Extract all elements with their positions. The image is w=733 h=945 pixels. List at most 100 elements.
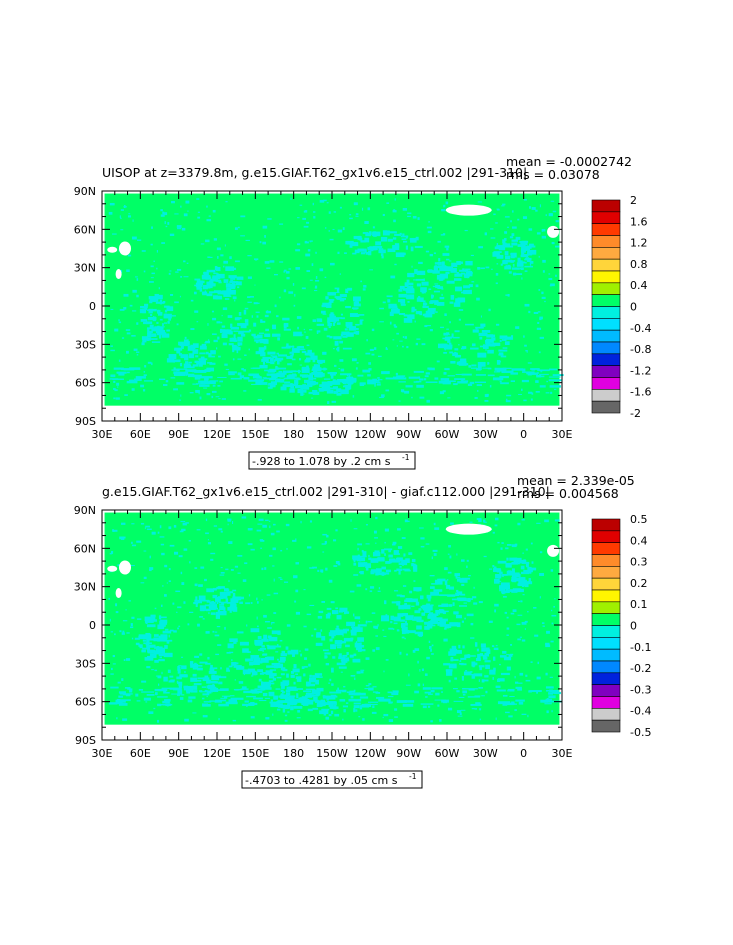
- x-tick-label: 120E: [203, 747, 231, 760]
- colorbar-label: -1.6: [630, 386, 651, 399]
- y-tick-label: 90N: [74, 185, 96, 198]
- colorbar-swatch: [591, 199, 621, 213]
- colorbar-swatch: [591, 282, 621, 295]
- colorbar-label: 0.2: [630, 577, 648, 590]
- panel-bottom: g.e15.GIAF.T62_gx1v6.e15_ctrl.002 |291-3…: [74, 473, 651, 789]
- x-tick-label: 120W: [354, 428, 386, 441]
- colorbar-label: -2: [630, 407, 641, 420]
- colorbar-swatch: [591, 542, 621, 555]
- x-tick-label: 0: [520, 428, 527, 441]
- colorbar-swatch: [591, 235, 621, 248]
- y-tick-label: 90N: [74, 504, 96, 517]
- colorbar-label: -0.8: [630, 343, 651, 356]
- colorbar: 0.5 0.4 0.3 0.2 0.1 0 -0.1 -0.2 -0.3 -0.4 -0.5: [591, 513, 651, 739]
- colorbar-swatch: [591, 223, 621, 236]
- rms-label: rms = 0.004568: [517, 486, 619, 501]
- x-tick-label: 30W: [473, 428, 498, 441]
- colorbar-swatch: [591, 577, 621, 591]
- colorbar-label: -0.5: [630, 726, 651, 739]
- colorbar-swatch: [591, 294, 621, 307]
- colorbar-swatch: [591, 353, 621, 366]
- y-axis: 90N 60N 30N 0 30S 60S 90S: [74, 504, 562, 747]
- x-tick-label: 120E: [203, 428, 231, 441]
- x-tick-label: 60E: [130, 747, 151, 760]
- y-tick-label: 60N: [74, 223, 96, 236]
- y-tick-label: 0: [89, 300, 96, 313]
- x-tick-label: 30E: [552, 747, 573, 760]
- colorbar-swatch: [591, 554, 621, 567]
- y-tick-label: 90S: [75, 734, 96, 747]
- contour-info-box: -.928 to 1.078 by .2 cm s -1: [248, 451, 416, 470]
- panel-title: UISOP at z=3379.8m, g.e15.GIAF.T62_gx1v6…: [102, 165, 527, 180]
- y-tick-label: 60S: [75, 696, 96, 709]
- field-speckle: [108, 197, 564, 405]
- colorbar-label: 1.6: [630, 215, 648, 228]
- colorbar-swatch: [591, 400, 621, 414]
- x-tick-label: 150E: [241, 428, 269, 441]
- colorbar-swatch: [591, 377, 621, 390]
- colorbar-swatch: [591, 341, 621, 355]
- x-tick-label: 150W: [316, 747, 348, 760]
- y-tick-label: 30N: [74, 581, 96, 594]
- colorbar-label: 1.2: [630, 237, 648, 250]
- colorbar-swatch: [591, 211, 621, 224]
- colorbar-swatch: [591, 389, 621, 402]
- colorbar-swatch: [591, 589, 621, 603]
- mean-label: mean = 2.339e-05: [517, 473, 635, 488]
- y-tick-label: 30S: [75, 657, 96, 670]
- x-tick-label: 120W: [354, 747, 386, 760]
- colorbar-label: -0.2: [630, 662, 651, 675]
- panel-top: UISOP at z=3379.8m, g.e15.GIAF.T62_gx1v6…: [74, 154, 651, 470]
- colorbar-label: 2: [630, 194, 637, 207]
- colorbar-label: 0.1: [630, 598, 648, 611]
- colorbar-label: 0.3: [630, 556, 648, 569]
- x-tick-label: 30E: [92, 747, 113, 760]
- colorbar-label: 0.4: [630, 279, 648, 292]
- colorbar-label: -0.3: [630, 683, 651, 696]
- y-tick-label: 30N: [74, 262, 96, 275]
- colorbar-swatch: [591, 684, 621, 697]
- contour-info-label: -.928 to 1.078 by .2 cm s: [252, 455, 391, 468]
- x-tick-label: 0: [520, 747, 527, 760]
- colorbar-swatch: [591, 648, 621, 662]
- contour-info-box: -.4703 to .4281 by .05 cm s -1: [241, 770, 423, 789]
- x-tick-label: 180: [283, 428, 304, 441]
- x-tick-label: 30W: [473, 747, 498, 760]
- x-tick-label: 30E: [552, 428, 573, 441]
- colorbar-swatch: [591, 696, 621, 709]
- x-tick-label: 60W: [435, 747, 460, 760]
- colorbar-label: -1.2: [630, 364, 651, 377]
- x-tick-label: 90E: [168, 428, 189, 441]
- colorbar-swatch: [591, 306, 621, 319]
- colorbar-swatch: [591, 530, 621, 543]
- colorbar-swatch: [591, 719, 621, 733]
- x-tick-label: 180: [283, 747, 304, 760]
- colorbar-swatch: [591, 660, 621, 674]
- colorbar-swatch: [591, 708, 621, 721]
- colorbar-label: 0.4: [630, 534, 648, 547]
- colorbar-swatch: [591, 318, 621, 331]
- x-tick-label: 150W: [316, 428, 348, 441]
- rms-label: rms = 0.03078: [506, 167, 600, 182]
- colorbar-swatch: [591, 637, 621, 650]
- contour-unit-exponent: -1: [409, 772, 417, 781]
- x-axis: 30E 60E 90E 120E 150E 180 150W 120W 90W 60W 30W 0 30…: [92, 191, 573, 441]
- colorbar-label: -0.4: [630, 322, 651, 335]
- colorbar-swatch: [591, 625, 621, 638]
- colorbar-label: 0.5: [630, 513, 648, 526]
- colorbar-swatch: [591, 270, 621, 284]
- colorbar-label: -0.4: [630, 705, 651, 718]
- colorbar-swatch: [591, 329, 621, 343]
- contour-unit-exponent: -1: [402, 453, 410, 462]
- missing-value-regions: [107, 523, 560, 599]
- x-tick-label: 150E: [241, 747, 269, 760]
- y-tick-label: 60N: [74, 542, 96, 555]
- colorbar-label: 0: [630, 301, 637, 314]
- y-tick-label: 60S: [75, 377, 96, 390]
- y-tick-label: 90S: [75, 415, 96, 428]
- contour-info-label: -.4703 to .4281 by .05 cm s: [245, 774, 398, 787]
- colorbar-swatch: [591, 365, 621, 378]
